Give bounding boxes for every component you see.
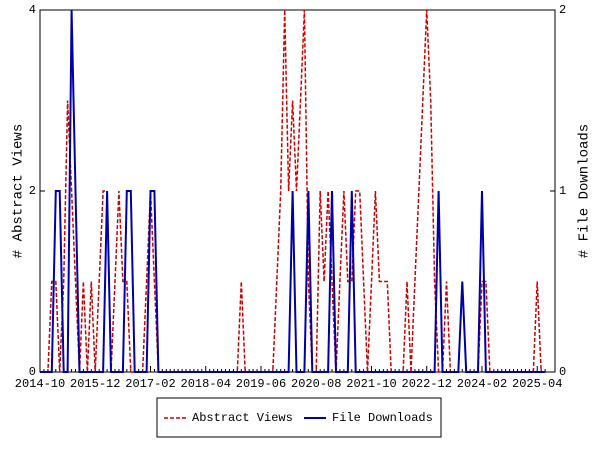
y-axis-label: # Abstract Views bbox=[11, 124, 27, 258]
x-tick-label: 2018-04 bbox=[181, 377, 231, 391]
x-tick-label: 2024-02 bbox=[457, 377, 507, 391]
y2-tick-label: 2 bbox=[559, 3, 566, 17]
y-tick-label: 0 bbox=[29, 365, 36, 379]
series-line bbox=[40, 9, 546, 373]
x-tick-label: 2015-12 bbox=[70, 377, 120, 391]
y2-tick-label: 0 bbox=[559, 365, 566, 379]
x-tick-label: 2017-02 bbox=[125, 377, 175, 391]
y2-axis-label: # File Downloads bbox=[577, 124, 593, 258]
y-tick-label: 4 bbox=[29, 3, 36, 17]
series-line bbox=[40, 9, 546, 373]
x-tick-label: 2021-10 bbox=[346, 377, 396, 391]
x-tick-label: 2020-08 bbox=[291, 377, 341, 391]
x-tick-label: 2022-12 bbox=[402, 377, 452, 391]
legend-label: Abstract Views bbox=[192, 411, 293, 425]
y-tick-label: 2 bbox=[29, 184, 36, 198]
legend-box bbox=[156, 397, 442, 438]
x-tick-label: 2019-06 bbox=[236, 377, 286, 391]
x-tick-label: 2025-04 bbox=[512, 377, 562, 391]
legend-label: File Downloads bbox=[332, 411, 433, 425]
x-tick-label: 2014-10 bbox=[15, 377, 65, 391]
y2-tick-label: 1 bbox=[559, 184, 566, 198]
